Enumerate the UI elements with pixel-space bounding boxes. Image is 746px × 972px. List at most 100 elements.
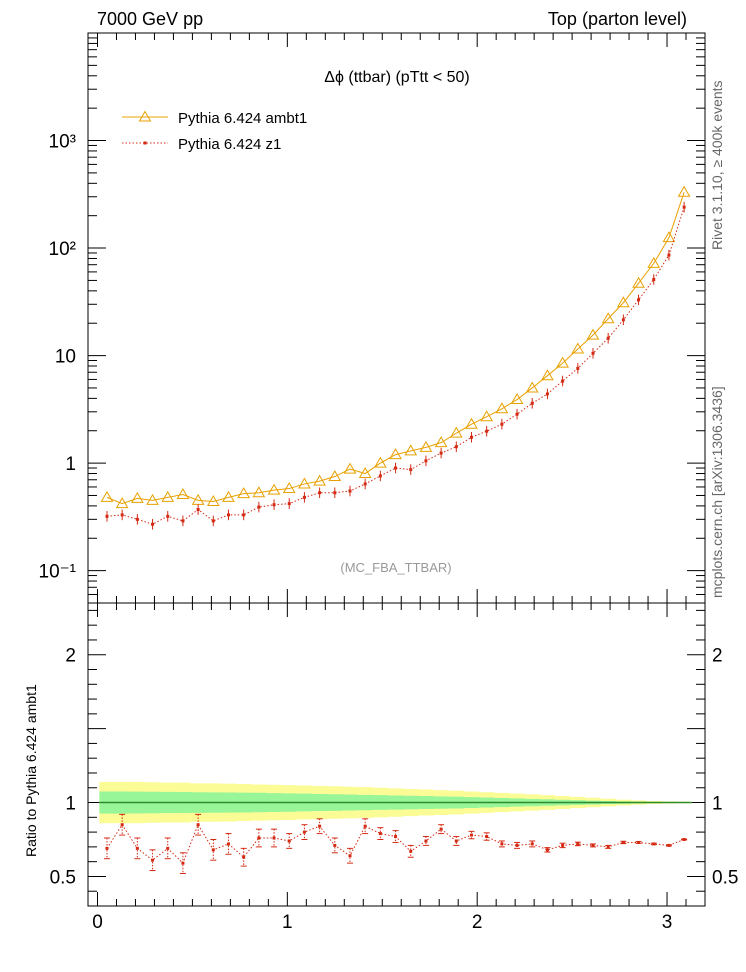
series-ambt1-point [267,483,281,495]
series-ambt1-point [616,296,630,308]
ratio-y-axis-label: Ratio to Pythia 6.424 ambt1 [23,684,39,857]
series-ambt1-point [252,486,266,498]
series-z1-line [106,207,685,525]
series-ambt1-point [146,493,159,505]
legend-z1-label: Pythia 6.424 z1 [178,136,281,153]
ratio-z1-point [621,840,625,844]
series-ambt1-point [495,402,509,414]
series-z1-point [378,474,382,478]
series-z1-point [485,429,489,433]
series-z1-point [135,517,139,521]
series-ambt1-point [298,477,311,489]
ratio-z1-point [682,837,686,841]
series-z1-point [469,435,473,439]
series-z1-point [409,468,413,472]
series-ambt1-point [586,328,600,340]
legend-ambt1-marker [138,110,152,122]
series-z1-point [545,392,549,396]
series-ambt1-point [571,342,585,354]
series-ambt1-point [510,393,524,405]
ratio-series-z1 [103,813,688,874]
series-z1-point [439,451,443,455]
ratio-z1-point [196,823,200,827]
series-z1-point [561,379,565,383]
ratio-z1-point [561,843,565,847]
header-left-label: 7000 GeV pp [97,9,203,29]
ratio-z1-point [652,842,656,846]
ratio-z1-point [530,842,534,846]
series-z1-point [394,466,398,470]
series-z1-point [181,519,185,523]
series-z1-point [637,298,641,302]
ratio-z1-point [166,846,170,850]
series-ambt1-point [632,276,645,288]
ratio-z1-point [424,839,428,843]
series-z1-point [667,253,671,257]
series-z1-point [500,422,504,426]
legend-z1-marker [143,141,147,145]
series-ambt1-point [449,426,463,438]
legend-ambt1-label: Pythia 6.424 ambt1 [178,110,307,127]
y-tick-label-ratio-left: 0.5 [50,867,76,888]
series-ambt1-point [115,497,129,509]
series-ambt1-point [541,369,554,381]
x-tick-label: 0 [92,912,103,933]
series-z1-point [621,318,625,322]
series-z1-point [257,505,261,509]
ratio-z1-point [333,843,337,847]
series-z1-point [591,351,595,355]
series-z1-point [333,491,337,495]
series-z1-point [242,513,246,517]
series-ambt1-point [130,491,144,503]
series-ambt1-point [237,487,251,499]
series-ambt1-point [647,256,661,268]
legend: Pythia 6.424 ambt1 Pythia 6.424 z1 [122,110,307,153]
mcplots-reference-label: mcplots.cern.ch [arXiv:1306.3436] [709,386,725,598]
ratio-z1-point [302,830,306,834]
x-tick-label: 3 [662,912,673,933]
ratio-axis-ticks: 0 1 2 3 0.5 0.5 1 1 2 2 [50,603,738,933]
ratio-z1-point [120,823,124,827]
ratio-z1-point [667,843,671,847]
series-ambt1 [100,185,691,509]
series-ambt1-point [282,482,296,494]
series-z1-point [226,513,230,517]
ratio-z1-point [287,839,291,843]
ratio-z1-point [576,842,580,846]
series-z1-point [348,489,352,493]
ratio-z1-point [500,842,504,846]
series-z1-point [606,336,610,340]
series-ambt1-line [106,192,685,505]
y-tick-label-ratio-right: 1 [712,794,723,815]
series-z1-point [530,401,534,405]
y-tick-label-ratio-left: 2 [65,646,76,667]
y-tick-label-upper: 10³ [49,132,76,153]
series-ambt1-point [434,436,448,448]
series-ambt1-point [662,231,676,243]
y-tick-label-upper: 10⁻¹ [39,562,77,583]
y-tick-label-upper: 1 [65,454,76,475]
y-tick-label-upper: 10 [55,347,76,368]
y-tick-label-ratio-right: 0.5 [712,867,738,888]
ratio-z1-point [135,846,139,850]
series-z1-point [318,491,322,495]
series-ambt1-point [465,417,478,429]
series-z1-point [196,508,200,512]
series-ambt1-point [328,470,342,482]
series-z1-point [211,519,215,523]
ratio-z1-point [515,843,519,847]
series-ambt1-point [525,381,539,393]
ratio-z1-point [181,861,185,865]
series-ambt1-point [161,490,175,502]
ratio-z1-point [318,824,322,828]
series-ambt1-point [373,456,387,468]
ratio-z1-point [637,840,641,844]
ratio-plot-frame [87,602,706,907]
series-ambt1-point [313,474,326,486]
ratio-z1-point [226,842,230,846]
series-ambt1-point [419,440,433,452]
series-z1-point [363,482,367,486]
ratio-z1-point [545,848,549,852]
series-z1-point [652,277,656,281]
